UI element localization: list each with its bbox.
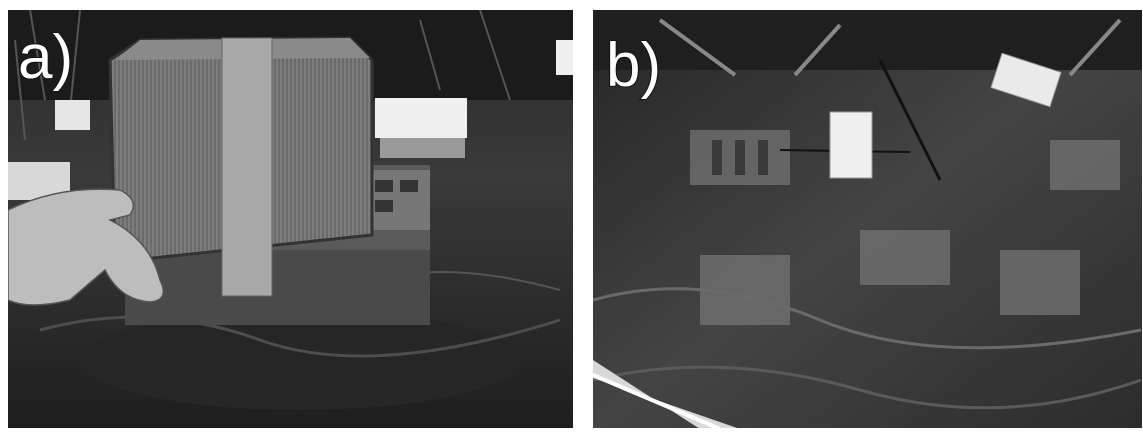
figure: a) b) [0,0,1143,429]
photo-a [8,10,573,428]
panel-label: a) [18,23,73,92]
photo-b [593,10,1142,429]
page: a) b) (() => { const data = JSON.parse(d… [0,0,1143,429]
panel-label: b) [606,31,661,100]
